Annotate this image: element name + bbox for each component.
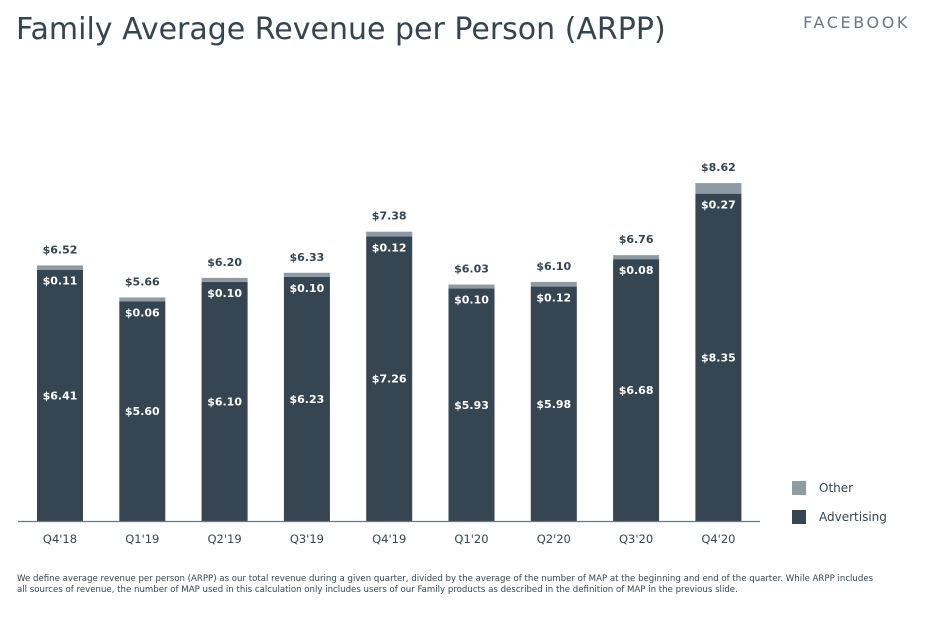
- bar-advertising-7: [613, 259, 660, 521]
- bar-advertising-4: [366, 236, 413, 521]
- x-tick-label-8: Q4'20: [701, 532, 735, 546]
- x-tick-label-3: Q3'19: [290, 532, 324, 546]
- bar-other-8: [695, 183, 742, 194]
- bar-advertising-1: [119, 301, 166, 521]
- label-other-4: $0.12: [372, 241, 407, 254]
- x-tick-label-4: Q4'19: [372, 532, 406, 546]
- legend-item-advertising: Advertising: [792, 509, 912, 525]
- x-tick-label-0: Q4'18: [43, 532, 77, 546]
- label-total-2: $6.20: [207, 256, 242, 269]
- label-advertising-0: $6.41: [43, 389, 78, 402]
- bar-advertising-0: [37, 269, 83, 521]
- label-other-7: $0.08: [619, 264, 654, 277]
- bar-other-7: [613, 255, 660, 260]
- label-total-5: $6.03: [454, 263, 489, 276]
- label-total-7: $6.76: [619, 233, 654, 246]
- label-advertising-6: $5.98: [536, 398, 571, 411]
- label-other-5: $0.10: [454, 294, 489, 307]
- stacked-bar-chart: $0.11 $6.41 $6.52 Q4'18 $0.06 $5.60 $5.66 Q1'19…: [18, 161, 760, 546]
- chart-title: Family Average Revenue per Person (ARPP): [16, 12, 666, 47]
- bar-advertising-8: [695, 193, 742, 521]
- label-total-8: $8.62: [701, 161, 736, 174]
- label-advertising-8: $8.35: [701, 351, 736, 364]
- label-advertising-1: $5.60: [125, 405, 160, 418]
- x-tick-label-7: Q3'20: [619, 532, 653, 546]
- bar-advertising-3: [283, 276, 330, 521]
- label-other-1: $0.06: [125, 306, 160, 319]
- label-advertising-4: $7.26: [372, 373, 407, 386]
- label-other-6: $0.12: [536, 292, 571, 305]
- x-tick-label-1: Q1'19: [125, 532, 159, 546]
- legend-label-other: Other: [819, 481, 854, 495]
- bar-other-0: [37, 265, 83, 270]
- label-total-0: $6.52: [43, 243, 78, 256]
- legend-swatch-advertising: [792, 510, 806, 524]
- footnote: We define average revenue per person (AR…: [17, 574, 874, 595]
- bar-advertising-5: [448, 288, 495, 521]
- legend-label-advertising: Advertising: [819, 510, 887, 524]
- bar-other-3: [283, 272, 330, 277]
- bar-advertising-6: [530, 286, 577, 521]
- bar-other-5: [448, 284, 495, 289]
- bar-other-1: [119, 297, 166, 302]
- label-other-8: $0.27: [701, 199, 736, 212]
- brand-logo-text: FACEBOOK: [803, 13, 910, 32]
- legend-item-other: Other: [792, 480, 912, 496]
- label-total-3: $6.33: [290, 251, 325, 264]
- label-advertising-5: $5.93: [454, 399, 489, 412]
- label-advertising-7: $6.68: [619, 384, 654, 397]
- label-advertising-2: $6.10: [207, 395, 242, 408]
- bar-other-2: [201, 277, 248, 282]
- bar-other-4: [366, 231, 413, 237]
- x-tick-label-6: Q2'20: [537, 532, 571, 546]
- label-other-0: $0.11: [43, 275, 78, 288]
- label-total-6: $6.10: [536, 260, 571, 273]
- label-total-4: $7.38: [372, 210, 407, 223]
- bar-advertising-2: [201, 281, 248, 521]
- label-advertising-3: $6.23: [290, 393, 325, 406]
- bar-other-6: [530, 281, 577, 287]
- label-other-3: $0.10: [290, 282, 325, 295]
- legend-swatch-other: [792, 481, 806, 495]
- x-tick-label-5: Q1'20: [454, 532, 488, 546]
- label-other-2: $0.10: [207, 287, 242, 300]
- label-total-1: $5.66: [125, 275, 160, 288]
- x-tick-label-2: Q2'19: [208, 532, 242, 546]
